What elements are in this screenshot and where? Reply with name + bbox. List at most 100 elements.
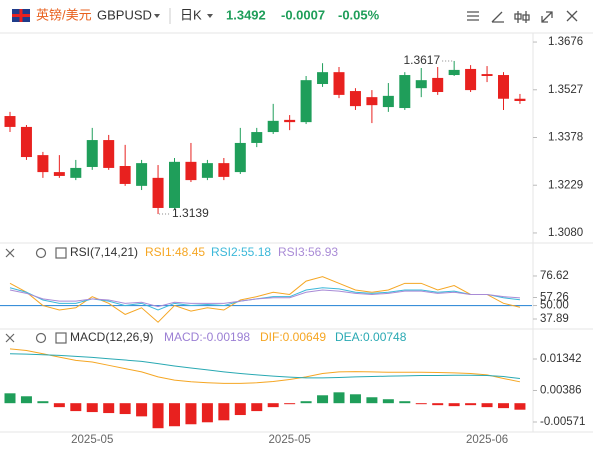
histogram-bar [37,401,49,404]
candle-body [119,166,131,184]
panel-icons [5,247,67,344]
candle-body [20,126,32,158]
candle-body [415,80,427,89]
histogram-bar [267,403,279,408]
tool-icon[interactable] [467,11,479,21]
candle-body [432,77,444,93]
candle-body [136,163,148,186]
close-icon[interactable] [5,248,15,258]
candle-body [86,140,98,167]
settings-icon[interactable] [35,247,47,259]
y-tick-label: 50.00 [540,300,569,312]
candle-body [103,140,115,168]
histogram-bar [366,397,378,404]
series-line [9,353,521,380]
histogram-bar [317,395,329,404]
x-tick-label: 2025-05 [71,434,113,446]
high-label: 1.3617 [403,53,440,67]
candle-body [267,120,279,133]
symbol[interactable]: GBPUSD [97,7,152,22]
candle-body [218,163,230,177]
series-line [9,276,521,323]
series-line [9,348,521,384]
legend-entry: RSI3:56.93 [278,245,338,259]
histogram-bar [284,403,296,405]
candle-body [284,119,296,123]
toggle-icon[interactable] [55,332,67,344]
histogram-bar [498,403,509,409]
y-tick-label: 0.01342 [540,353,582,365]
candle-body [37,155,49,173]
legend-entry: MACD:-0.00198 [164,330,250,344]
candle-body [201,163,213,178]
tool-icon[interactable] [514,11,530,23]
change: -0.0007 [281,7,325,22]
toggle-icon[interactable] [55,247,67,259]
period[interactable]: 日K [180,7,202,22]
y-tick-label: 1.3080 [548,227,583,239]
histogram-bar [481,403,493,408]
histogram-bar [53,403,65,408]
candle-body [152,177,164,208]
histogram-bar [251,403,263,412]
y-tick-label: 37.89 [540,313,569,325]
y-tick-label: 0.00386 [540,385,582,397]
close-icon[interactable] [566,10,578,22]
close-icon[interactable] [5,333,15,343]
candle-body [317,72,329,85]
histogram-bar [218,403,230,421]
y-tick-label: 57.26 [540,292,569,304]
histogram-bar [448,403,460,407]
tool-icon[interactable] [541,11,553,23]
histogram-bar [152,403,164,429]
dropdown-icon[interactable] [207,14,213,18]
series-line [9,289,520,308]
legend-entry: DIF:0.00649 [260,330,326,344]
candle-body [251,132,263,143]
candle-body [70,167,82,178]
tool-icon[interactable] [491,11,504,23]
histogram-bar [201,403,213,423]
symbol-cn[interactable]: 英镑/美元 [36,7,92,22]
y-tick-label: 1.3676 [548,36,583,48]
candle-body [4,116,16,127]
histogram-bar [103,403,115,414]
series-line [9,287,521,311]
price: 1.3492 [226,7,266,22]
histogram-bar [514,403,526,410]
histogram-bar [70,403,82,412]
candle-body [448,69,460,76]
histogram-bar [300,401,312,404]
candle-body [366,97,378,106]
y-tick-label: 1.3378 [548,132,583,144]
candle-body [185,161,197,181]
histogram-bar [185,403,197,425]
histogram-bar [333,392,345,404]
candle-body [169,161,180,208]
histogram-bar [349,394,361,404]
panel-title: MACD(12,26,9) [70,330,153,344]
histogram-bar [415,403,427,405]
settings-icon[interactable] [35,332,47,344]
y-tick-label: 1.3229 [548,179,583,191]
y-tick-label: -0.00571 [540,416,585,428]
x-tick-label: 2025-05 [269,434,311,446]
y-tick-label: 76.62 [540,270,569,282]
histogram-bar [20,396,32,404]
y-tick-label: 1.3527 [548,84,583,96]
change-pct: -0.05% [338,7,380,22]
histogram-bar [4,393,16,404]
candle-body [333,72,345,95]
histogram-bar [169,403,180,427]
histogram-bar [399,401,411,404]
legend-entry: RSI2:55.18 [211,245,271,259]
candle-body [234,142,246,173]
histogram-bar [119,403,131,415]
dropdown-icon[interactable] [154,14,160,18]
candle-body [349,91,361,107]
legend-entry: DEA:0.00748 [335,330,407,344]
panel-title: RSI(7,14,21) [70,245,138,259]
candle-body [53,172,65,176]
